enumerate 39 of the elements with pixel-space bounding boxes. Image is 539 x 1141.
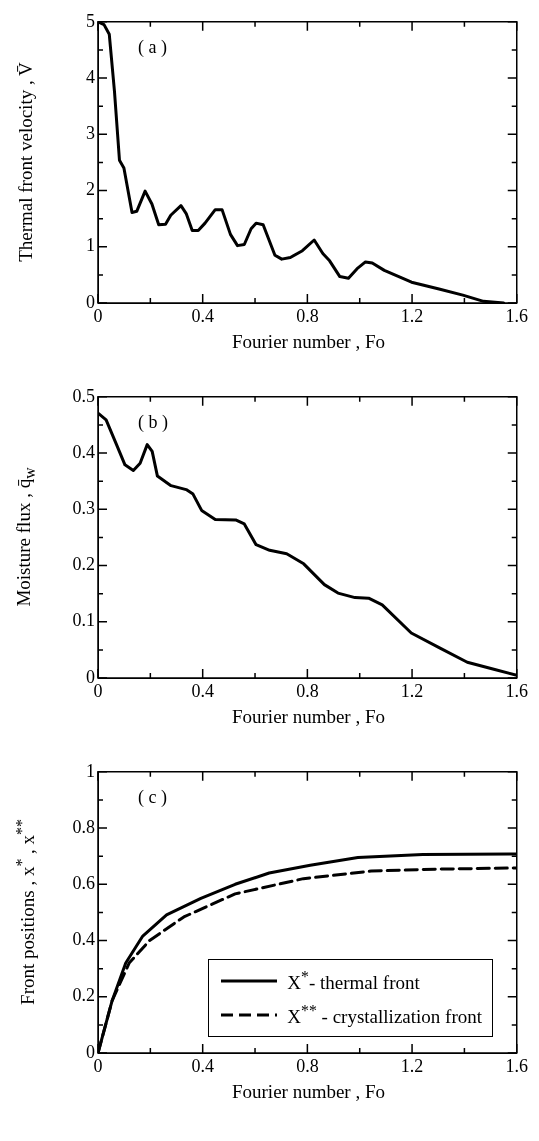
- y-tick-label: 0: [86, 666, 95, 687]
- y-tick-label: 3: [86, 123, 95, 144]
- x-axis-title: Fourier number , Fo: [230, 331, 386, 353]
- y-tick-label: 4: [86, 66, 95, 87]
- x-tick-label: 1.2: [400, 680, 424, 701]
- y-tick-label: 0.2: [72, 985, 95, 1006]
- y-tick-label: 0.2: [72, 554, 95, 575]
- x-axis-title: Fourier number , Fo: [230, 706, 386, 728]
- annotation: ( b ): [138, 411, 168, 433]
- y-tick-label: 0: [86, 1041, 95, 1062]
- y-tick-label: 0.6: [72, 873, 95, 894]
- x-tick-label: 0.4: [191, 305, 214, 326]
- x-tick-label: 0.8: [296, 680, 319, 701]
- y-axis-title: Thermal front velocity , V̄: [15, 61, 37, 262]
- x-axis-title: Fourier number , Fo: [230, 1081, 386, 1103]
- x-tick-label: 0.4: [191, 680, 214, 701]
- x-tick-label: 0.4: [191, 1055, 214, 1076]
- legend-label: X$^{**}$ - crystallization front: [287, 1001, 482, 1029]
- x-tick-label: 1.2: [400, 305, 424, 326]
- x-tick-label: 0.8: [296, 305, 319, 326]
- y-tick-label: 1: [86, 235, 95, 256]
- x-tick-label: 1.6: [505, 680, 528, 701]
- y-tick-label: 0.5: [72, 385, 95, 406]
- annotation: ( c ): [138, 786, 167, 808]
- x-tick-label: 0.8: [296, 1055, 319, 1076]
- y-tick-label: 5: [86, 10, 95, 31]
- y-tick-label: 2: [86, 179, 95, 200]
- y-tick-label: 0.3: [72, 498, 95, 519]
- x-tick-label: 1.6: [505, 305, 528, 326]
- x-tick-label: 1.6: [505, 1055, 528, 1076]
- legend-label: X$^{*}$- thermal front: [287, 967, 420, 995]
- annotation: ( a ): [138, 36, 167, 58]
- x-tick-label: 1.2: [400, 1055, 424, 1076]
- y-tick-label: 0.4: [72, 929, 95, 950]
- y-tick-label: 0.4: [72, 441, 95, 462]
- y-tick-label: 0: [86, 291, 95, 312]
- y-tick-label: 0.1: [72, 610, 95, 631]
- y-tick-label: 0.8: [72, 816, 95, 837]
- y-tick-label: 1: [86, 760, 95, 781]
